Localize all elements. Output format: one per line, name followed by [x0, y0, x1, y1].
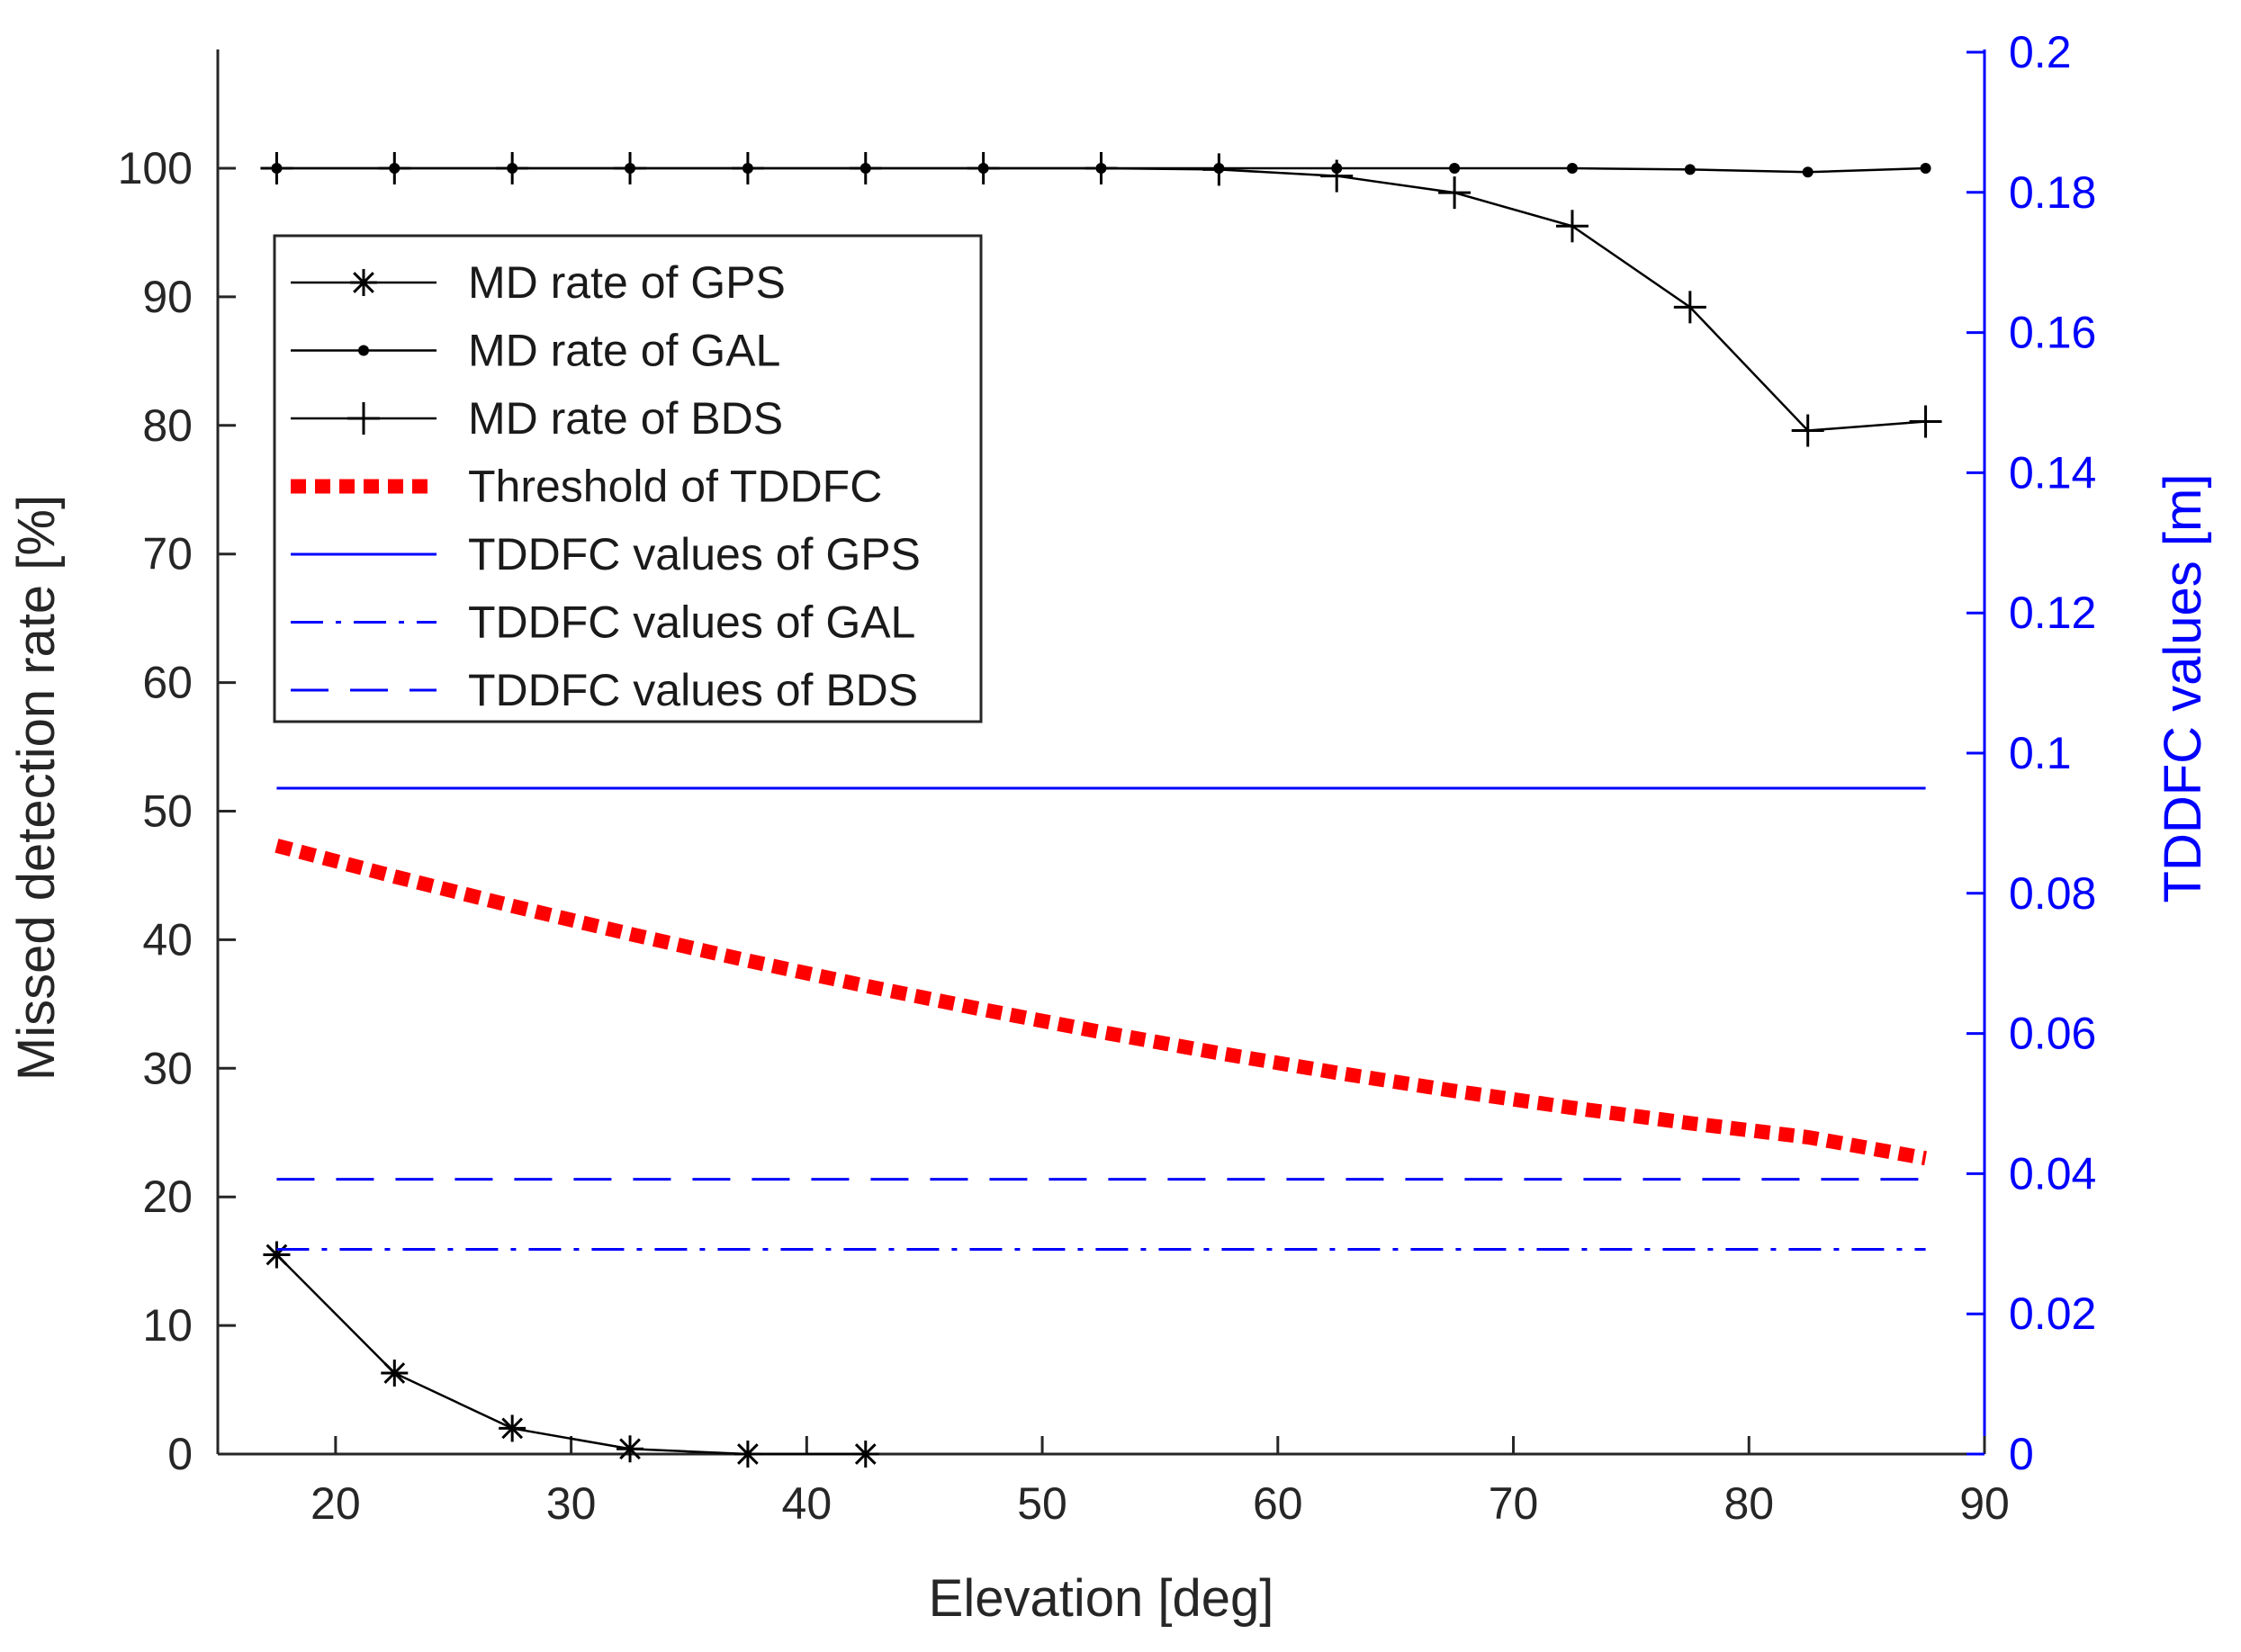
y-right-tick-label: 0.12: [2009, 588, 2096, 638]
data-point: [1555, 210, 1588, 243]
legend-label: MD rate of GPS: [468, 257, 786, 308]
legend-label: MD rate of GAL: [468, 326, 780, 376]
series-4: [274, 839, 1927, 1166]
y-left-tick-label: 40: [142, 914, 193, 965]
y-right-tick-label: 0.02: [2009, 1288, 2096, 1339]
legend-label: TDDFC values of GAL: [468, 597, 915, 648]
legend-entry: TDDFC values of GAL: [291, 597, 915, 648]
y-left-tick-label: 100: [118, 143, 193, 193]
x-axis-label: Elevation [deg]: [929, 1569, 1274, 1628]
data-point: [1202, 153, 1236, 186]
y-right-tick-label: 0: [2009, 1429, 2034, 1479]
x-tick-label: 50: [1017, 1478, 1067, 1529]
y-left-tick-label: 30: [142, 1043, 193, 1093]
y-right-tick-label: 0.18: [2009, 167, 2096, 218]
legend-label: TDDFC values of GPS: [468, 529, 921, 579]
data-point: [1449, 163, 1461, 174]
legend-entry: TDDFC values of GPS: [291, 529, 921, 579]
data-point: [967, 152, 1000, 184]
x-tick-label: 20: [310, 1478, 361, 1529]
series-line: [275, 1253, 866, 1456]
data-point: [1084, 152, 1118, 184]
y-axis-left-label: Missed detection rate [%]: [7, 495, 66, 1081]
y-right-tick-label: 0.04: [2009, 1148, 2096, 1199]
legend-entry: TDDFC values of BDS: [291, 665, 918, 715]
y-right-tick-label: 0.14: [2009, 447, 2096, 498]
data-point: [734, 1441, 761, 1468]
y-left-tick-label: 70: [142, 529, 193, 579]
series-line: [274, 839, 1927, 1166]
y-left-tick-label: 80: [142, 400, 193, 451]
legend-label: Threshold of TDDFC: [468, 462, 882, 512]
x-tick-label: 60: [1253, 1478, 1303, 1529]
x-tick-label: 70: [1489, 1478, 1539, 1529]
data-point: [499, 1414, 526, 1442]
y-right-tick-label: 0.06: [2009, 1009, 2096, 1059]
y-left-tick-label: 10: [142, 1300, 193, 1351]
data-point: [849, 152, 882, 184]
y-right-tick-label: 0.16: [2009, 308, 2096, 358]
data-point: [347, 402, 380, 435]
data-point: [1920, 163, 1931, 174]
data-point: [263, 1241, 291, 1269]
data-point: [1320, 159, 1354, 193]
x-tick-label: 90: [1959, 1478, 2010, 1529]
y-right-tick-label: 0.08: [2009, 868, 2096, 919]
data-point: [614, 152, 647, 184]
data-point: [358, 345, 369, 356]
data-point: [1566, 163, 1578, 174]
x-tick-label: 80: [1724, 1478, 1774, 1529]
data-point: [260, 152, 293, 184]
data-point: [851, 1441, 879, 1468]
y-left-tick-label: 50: [142, 786, 193, 837]
legend-box: [273, 234, 983, 723]
y-axis-right-label: TDDFC values [m]: [2154, 474, 2212, 903]
y-left-tick-label: 90: [142, 272, 193, 322]
data-point: [1909, 405, 1942, 438]
x-tick-label: 30: [546, 1478, 597, 1529]
data-point: [350, 269, 377, 296]
data-point: [1802, 166, 1814, 178]
legend-entry: MD rate of GAL: [291, 326, 780, 376]
legend-entry: MD rate of GPS: [291, 257, 786, 308]
data-point: [496, 152, 529, 184]
y-left-tick-label: 60: [142, 658, 193, 708]
y-right-tick-label: 0.1: [2009, 728, 2072, 778]
y-left-tick-label: 20: [142, 1172, 193, 1222]
series-3: [260, 152, 1942, 447]
data-point: [1791, 414, 1824, 447]
legend-label: MD rate of BDS: [468, 393, 783, 444]
legend-entry: Threshold of TDDFC: [291, 462, 882, 512]
legend-label: TDDFC values of BDS: [468, 665, 918, 715]
data-point: [1438, 176, 1472, 210]
x-tick-label: 40: [782, 1478, 832, 1529]
y-right-tick-label: 0.2: [2009, 27, 2072, 77]
data-point: [1684, 164, 1696, 175]
legend-entry: MD rate of BDS: [291, 393, 783, 444]
series-1: [263, 1241, 879, 1468]
data-point: [381, 1359, 409, 1387]
data-point: [378, 152, 411, 184]
data-point: [616, 1435, 644, 1463]
y-left-tick-label: 0: [167, 1429, 193, 1479]
data-point: [731, 152, 764, 184]
data-point: [1673, 291, 1706, 324]
